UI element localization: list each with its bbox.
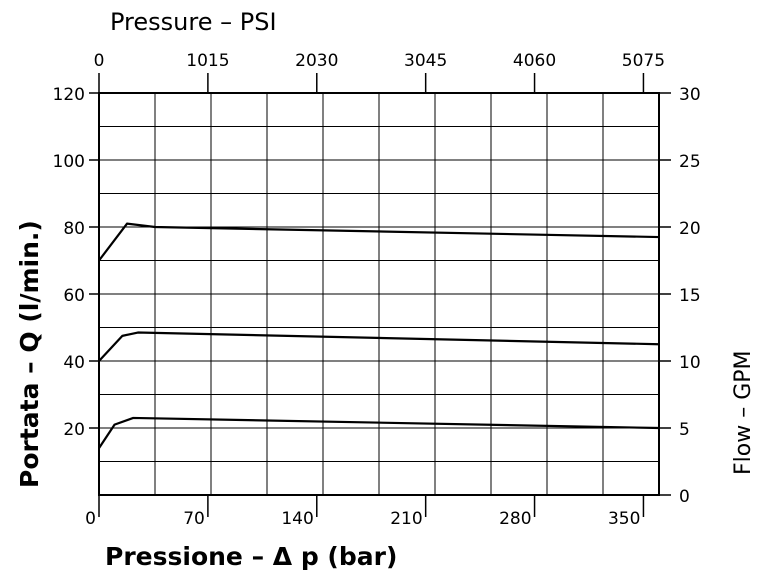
top-tick-label: 1015 [186, 51, 229, 71]
x-axis-title: Pressione – Δ p (bar) [105, 542, 397, 571]
bottom-tick-label: 70 [183, 509, 205, 529]
grid [98, 92, 660, 496]
top-axis-title: Pressure – PSI [110, 8, 277, 36]
left-tick-label: 120 [53, 85, 85, 105]
right-tick-label: 5 [679, 420, 690, 440]
top-tick-label: 4060 [513, 51, 556, 71]
series-group [98, 222, 660, 449]
right-tick-label: 0 [679, 487, 690, 507]
left-tick-label: 60 [63, 286, 85, 306]
series-line-3 [98, 416, 660, 449]
bottom-tick-label: 210 [390, 509, 422, 529]
top-tick-label: 5075 [622, 51, 665, 71]
right-axis-title: Flow – GPM [731, 350, 756, 475]
left-tick-label: 80 [63, 219, 85, 239]
top-tick-label: 2030 [295, 51, 338, 71]
right-tick-label: 20 [679, 219, 701, 239]
left-tick-label: 100 [53, 152, 85, 172]
right-tick-label: 10 [679, 353, 701, 373]
bottom-tick-label: 140 [281, 509, 313, 529]
right-tick-label: 30 [679, 85, 701, 105]
left-axis-title: Portata – Q (l/min.) [15, 220, 44, 488]
bottom-tick-label: 280 [499, 509, 531, 529]
top-tick-label: 0 [94, 51, 105, 71]
bottom-tick-label: 0 [85, 509, 96, 529]
series-line-1 [98, 222, 660, 262]
top-tick-label: 3045 [404, 51, 447, 71]
bottom-tick-label: 350 [608, 509, 640, 529]
left-tick-label: 20 [63, 420, 85, 440]
right-tick-label: 15 [679, 286, 701, 306]
series-line-2 [98, 331, 660, 362]
right-tick-label: 25 [679, 152, 701, 172]
left-tick-label: 40 [63, 353, 85, 373]
ticks [89, 73, 671, 517]
